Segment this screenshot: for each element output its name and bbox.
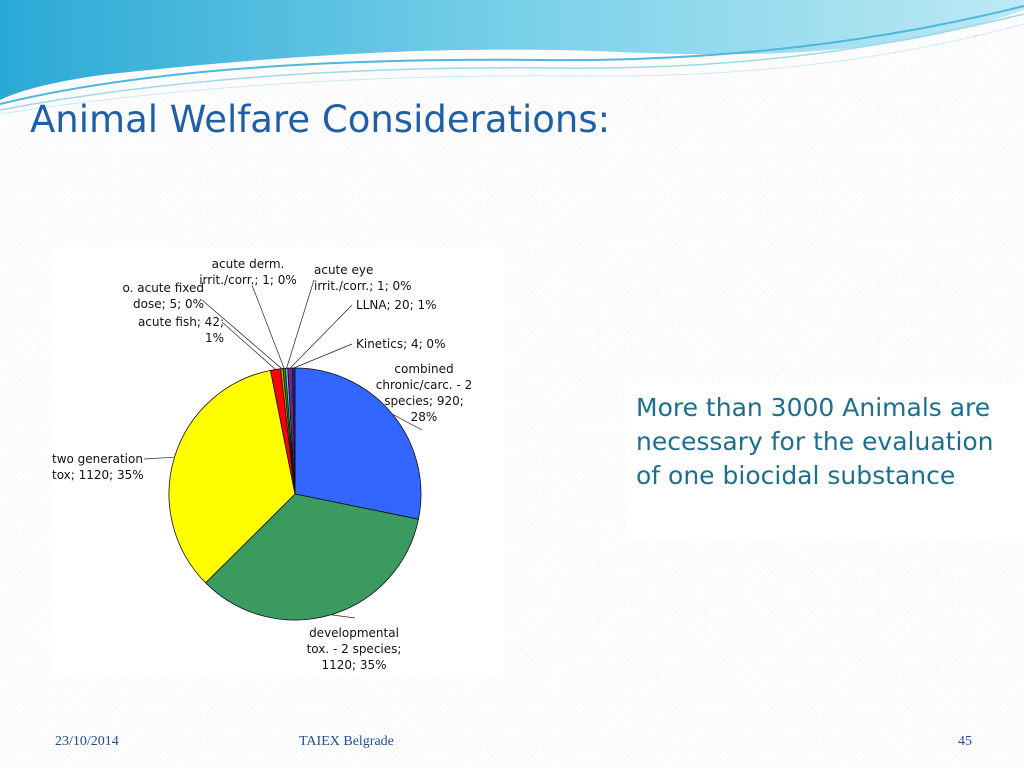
page-title: Animal Welfare Considerations: [30, 98, 611, 141]
pie-chart-panel: combined chronic/carc. - 2 species; 920; 28… [52, 248, 504, 678]
slice-label-kinetics-4-0: Kinetics; 4; 0% [356, 337, 445, 351]
leader-line-kinetics-4-0 [293, 343, 353, 369]
callout-panel: More than 3000 Animals are necessary for… [626, 383, 1024, 539]
leader-line-two-generation [143, 456, 175, 460]
slice-label-two-generation: two generation tox; 1120; 35% [52, 452, 144, 482]
leader-line-developmental [331, 614, 356, 619]
footer-date: 23/10/2014 [55, 734, 119, 749]
callout-text: More than 3000 Animals are necessary for… [636, 393, 994, 490]
pie-chart: combined chronic/carc. - 2 species; 920; 28… [52, 257, 472, 672]
slice-label-acute-eye: acute eye irrit./corr.; 1; 0% [314, 263, 412, 293]
slice-label-acute-fish-42: acute fish; 42; 1% [138, 315, 224, 345]
slice-label-o-acute-fixed: o. acute fixed dose; 5; 0% [122, 281, 204, 311]
slice-label-acute-derm: acute derm. irrit./corr.; 1; 0% [199, 257, 297, 287]
leader-line-acute-derm [251, 284, 285, 369]
slice-label-combined: combined chronic/carc. - 2 species; 920; 28… [376, 362, 472, 424]
leader-line-acute-eye [286, 279, 315, 369]
pie-slice-combined [294, 367, 422, 520]
header-wave-decoration [0, 0, 1024, 115]
leader-line-acute-fish-42 [221, 321, 276, 370]
leader-line-o-acute-fixed [201, 299, 283, 369]
footer-organization: TAIEX Belgrade [299, 734, 394, 749]
leader-line-combined [392, 414, 423, 431]
slice-label-developmental: developmental tox. - 2 species; 1120; 35% [307, 626, 402, 672]
leader-line-llna-20-1 [289, 304, 353, 369]
page-number: 45 [958, 734, 972, 749]
slice-label-llna-20-1: LLNA; 20; 1% [356, 298, 437, 312]
pie-slice-two-generation [168, 369, 296, 584]
